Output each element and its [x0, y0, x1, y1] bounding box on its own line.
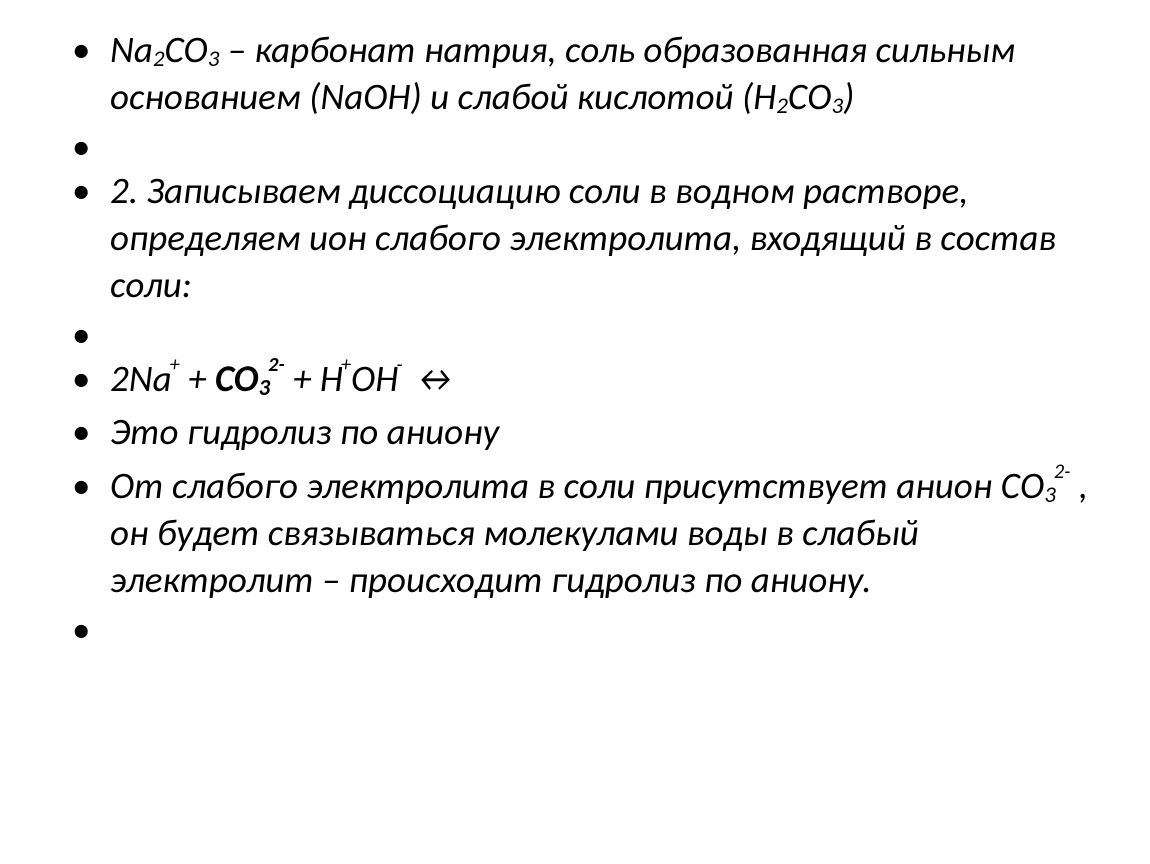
text-run: Это гидролиз по аниону: [110, 409, 499, 454]
bullet-item: [110, 610, 1090, 644]
text-run: CO: [215, 356, 259, 401]
text-run: + H: [285, 356, 343, 401]
slide: Na2CO3 – карбонат натрия, соль образован…: [0, 0, 1150, 864]
text-run: +: [341, 353, 351, 377]
bullet-item: Это гидролиз по аниону: [110, 408, 1090, 455]
text-run: СО: [788, 74, 832, 119]
text-run: 3: [259, 374, 271, 402]
text-run: ): [843, 74, 854, 119]
text-run: 3: [831, 92, 843, 120]
bullet-item: [110, 127, 1090, 161]
text-run: 2: [153, 45, 165, 73]
text-run: -: [396, 353, 402, 377]
text-run: OH: [351, 356, 398, 401]
text-run: 2-: [268, 353, 285, 377]
text-run: От слабого электролита в соли присутству…: [110, 463, 1044, 508]
text-run: ↔: [403, 356, 459, 401]
text-run: 2: [776, 92, 788, 120]
text-run: 3: [1044, 481, 1056, 509]
bullet-item: От слабого электролита в соли присутству…: [110, 462, 1090, 604]
text-run: 2Na: [110, 356, 172, 401]
text-run: +: [170, 353, 180, 377]
bullet-list: Na2CO3 – карбонат натрия, соль образован…: [110, 26, 1090, 644]
text-run: Na: [110, 27, 153, 72]
bullet-item: [110, 315, 1090, 349]
bullet-item: 2. Записываем диссоциацию соли в водном …: [110, 167, 1090, 309]
text-run: 3: [208, 45, 220, 73]
text-run: +: [180, 356, 215, 401]
text-run: 2. Записываем диссоциацию соли в водном …: [110, 168, 1056, 308]
text-run: 2-: [1054, 460, 1071, 484]
text-run: CO: [165, 27, 208, 72]
bullet-item: Na2CO3 – карбонат натрия, соль образован…: [110, 26, 1090, 121]
bullet-item: 2Na+ + CO32- + H+OH- ↔: [110, 355, 1090, 402]
text-run: – карбонат натрия, соль образованная сил…: [110, 27, 1015, 119]
